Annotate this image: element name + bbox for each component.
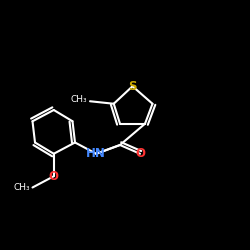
Text: O: O	[49, 170, 59, 183]
Text: CH₃: CH₃	[14, 183, 30, 192]
Text: S: S	[128, 80, 137, 93]
Text: HN: HN	[86, 147, 106, 160]
Text: O: O	[135, 147, 145, 160]
Text: CH₃: CH₃	[71, 96, 88, 104]
